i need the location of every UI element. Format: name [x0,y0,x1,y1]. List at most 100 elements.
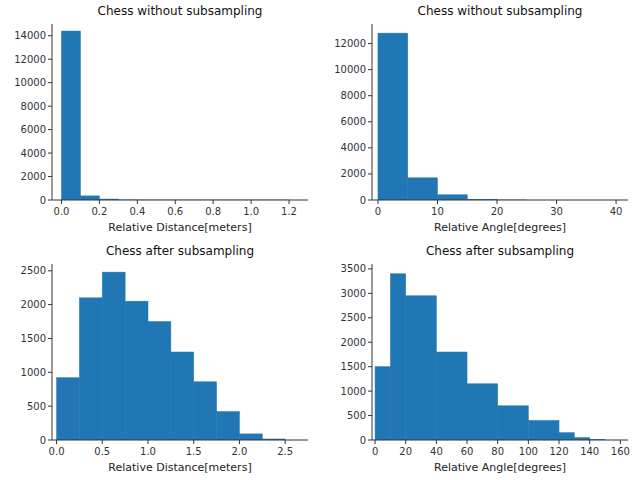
histogram-bar [171,352,194,440]
x-tick [437,200,438,204]
x-tick-label: 60 [461,446,474,457]
y-tick-label: 0 [40,195,46,206]
x-tick [616,200,617,204]
x-tick [175,200,176,204]
x-tick [467,440,468,444]
x-axis-label: Relative Distance[meters] [108,461,251,474]
background [0,0,640,480]
bars [375,274,605,440]
x-tick-label: 1.0 [140,446,156,457]
histogram-bar [194,382,217,440]
x-tick [213,200,214,204]
x-tick [137,200,138,204]
x-tick-label: 40 [430,446,443,457]
y-tick [48,338,52,339]
y-tick [368,415,372,416]
chart-title: Chess without subsampling [98,4,263,18]
panel: 020004000600080001000012000010203040Ches… [334,4,628,234]
y-axis-line [52,24,53,200]
x-tick [289,200,290,204]
x-tick-label: 0.4 [129,206,145,217]
y-tick [368,43,372,44]
y-tick [48,176,52,177]
y-tick [368,342,372,343]
x-tick [375,440,376,444]
chart-title: Chess after subsampling [106,244,254,258]
y-tick-label: 1000 [341,386,366,397]
x-axis-label: Relative Distance[meters] [108,221,251,234]
y-tick [48,270,52,271]
histogram-bar [80,196,99,200]
x-tick-label: 0 [372,446,378,457]
y-tick [368,200,372,201]
x-tick-label: 30 [550,206,563,217]
y-tick-label: 10000 [14,77,46,88]
chart-title: Chess after subsampling [426,244,574,258]
x-tick [61,200,62,204]
y-tick [48,153,52,154]
panel: 020004000600080001000012000140000.00.20.… [14,4,308,234]
histogram-bar [408,178,438,200]
histogram-bar [436,352,467,440]
histogram-bar [467,384,498,440]
y-tick-label: 2000 [21,171,46,182]
y-tick-label: 8000 [21,101,46,112]
x-tick [239,440,240,444]
x-tick [56,440,57,444]
x-tick [589,440,590,444]
y-tick-label: 2000 [21,299,46,310]
x-tick [251,200,252,204]
panel: 050010001500200025000.00.51.01.52.02.5Ch… [21,244,308,474]
x-tick [285,440,286,444]
bars [61,31,289,200]
x-tick [528,440,529,444]
x-tick [99,200,100,204]
y-tick-label: 12000 [14,54,46,65]
x-tick [497,200,498,204]
histogram-bar [406,296,437,440]
y-tick-label: 0 [360,435,366,446]
y-tick-label: 2000 [341,168,366,179]
y-tick [48,372,52,373]
x-axis-line [52,200,308,201]
y-tick-label: 2500 [21,265,46,276]
x-tick-label: 2.0 [231,446,247,457]
y-tick [368,121,372,122]
histogram-bar [378,33,408,200]
y-tick [368,268,372,269]
y-tick-label: 4000 [21,148,46,159]
y-tick [48,200,52,201]
y-tick [368,95,372,96]
x-tick [436,440,437,444]
y-tick-label: 0 [360,195,366,206]
x-axis-line [52,440,308,441]
histogram-bar [498,406,529,440]
y-tick-label: 6000 [21,124,46,135]
histogram-bar [148,322,171,440]
y-tick-label: 4000 [341,142,366,153]
x-tick-label: 160 [611,446,630,457]
x-tick-label: 20 [399,446,412,457]
x-tick [377,200,378,204]
y-tick-label: 500 [347,410,366,421]
x-tick-label: 140 [580,446,599,457]
y-tick-label: 6000 [341,116,366,127]
y-tick [368,440,372,441]
y-tick-label: 2000 [341,337,366,348]
y-tick-label: 3000 [341,288,366,299]
x-tick [497,440,498,444]
histogram-bar [102,272,125,440]
y-tick [48,106,52,107]
x-tick-label: 0.6 [167,206,183,217]
x-tick [559,440,560,444]
y-axis-line [52,264,53,440]
histogram-bar [57,378,80,440]
x-tick-label: 0 [375,206,381,217]
y-tick [368,147,372,148]
y-tick-label: 1000 [21,367,46,378]
x-axis-line [372,200,628,201]
y-tick-label: 3500 [341,263,366,274]
x-tick-label: 1.0 [243,206,259,217]
y-tick-label: 8000 [341,90,366,101]
histogram-bar [559,433,574,440]
